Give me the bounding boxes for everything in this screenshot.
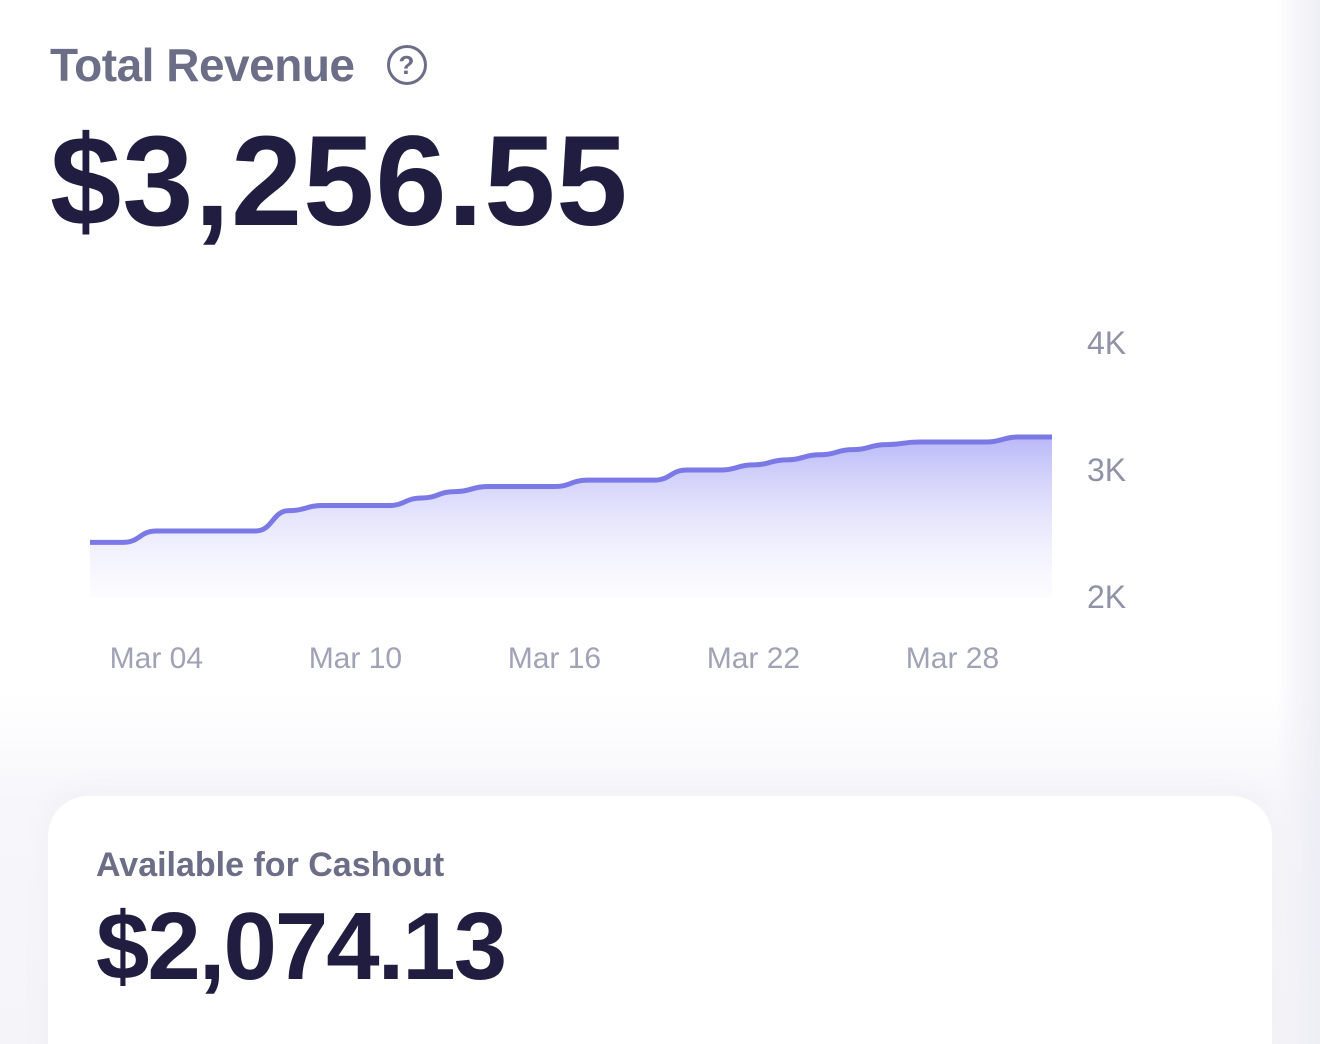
y-tick-label: 4K — [1087, 325, 1126, 361]
y-tick-label: 2K — [1087, 579, 1126, 615]
scroll-edge — [1276, 0, 1320, 1044]
page-title: Total Revenue — [50, 39, 355, 91]
x-tick-label: Mar 10 — [309, 642, 402, 675]
question-circle-icon[interactable]: ? — [386, 45, 427, 85]
x-tick-label: Mar 16 — [508, 642, 601, 675]
total-revenue-amount: $3,256.55 — [50, 110, 629, 253]
x-tick-label: Mar 22 — [707, 642, 800, 675]
cashout-amount: $2,074.13 — [96, 893, 507, 1000]
revenue-header: Total Revenue ? — [50, 38, 427, 92]
revenue-area-fill — [90, 436, 1052, 597]
x-tick-label: Mar 04 — [110, 642, 203, 675]
cashout-label: Available for Cashout — [96, 846, 445, 884]
revenue-line — [90, 434, 1052, 545]
revenue-chart: 4K 3K 2K Mar 04 Mar 10 Mar 16 Mar 22 Mar 28 — [90, 325, 1126, 675]
y-tick-label: 3K — [1087, 452, 1126, 488]
cashout-card[interactable]: Available for Cashout $2,074.13 — [48, 796, 1272, 1044]
x-tick-label: Mar 28 — [906, 642, 999, 675]
